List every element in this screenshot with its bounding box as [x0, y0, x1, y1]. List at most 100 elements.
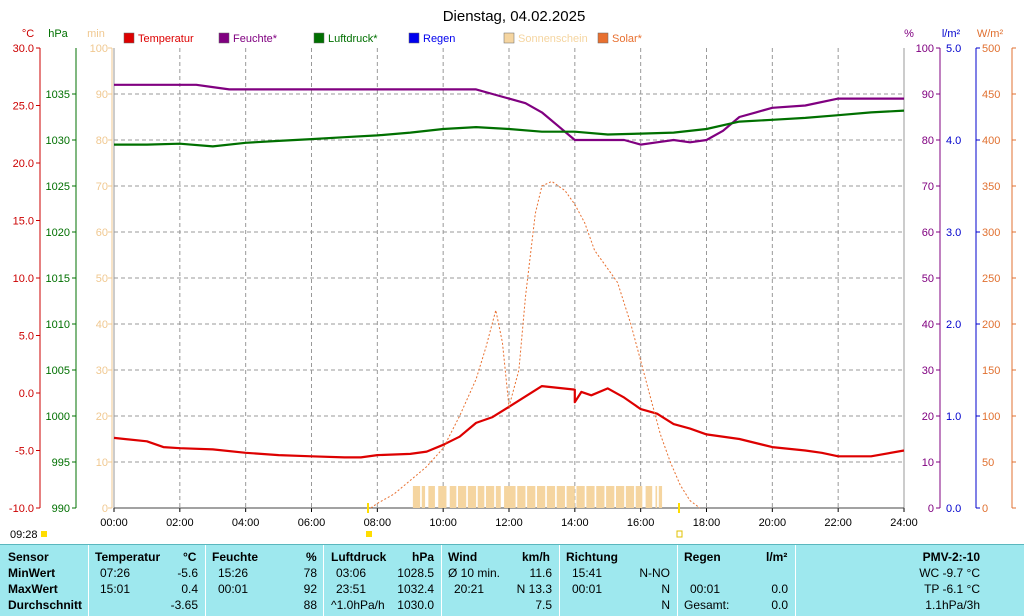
sunshine-bars: [412, 486, 663, 508]
x-tick-label: 24:00: [890, 517, 918, 529]
solar-tick-label: 450: [982, 89, 1000, 101]
rain-tick-label: 4.0: [946, 135, 961, 147]
rain-tick-label: 5.0: [946, 43, 961, 55]
max-dir-time: 00:01: [572, 582, 603, 596]
rain-max-time: 00:01: [690, 582, 721, 596]
chart-axes: 00:00 02:00 04:00 06:00 08:00 10:00 12:00 14:00…: [9, 28, 1016, 529]
sunshine-bar: [438, 486, 447, 508]
series-line-solar: [370, 180, 701, 509]
solar-tick-label: 0: [982, 503, 988, 515]
sunshine-bar: [546, 486, 556, 508]
sunshine-axis-unit: min: [87, 28, 105, 40]
avg-pres-value: 1030.0: [397, 598, 434, 612]
x-tick-label: 20:00: [759, 517, 787, 529]
x-tick-label: 02:00: [166, 517, 194, 529]
sunshine-bar: [509, 486, 516, 508]
pressure-tick-label: 995: [52, 457, 70, 469]
legend-label: Temperatur: [138, 33, 194, 45]
humidity-tick-label: 10: [922, 457, 934, 469]
solar-tick-label: 400: [982, 135, 1000, 147]
sunshine-tick-label: 30: [96, 365, 108, 377]
sunshine-tick-label: 0: [102, 503, 108, 515]
sunshine-tick-label: 20: [96, 411, 108, 423]
humidity-tick-label: 60: [922, 227, 934, 239]
sunshine-bar: [606, 486, 615, 508]
sunshine-bar: [625, 486, 635, 508]
avg-dir-value: N: [661, 598, 670, 612]
x-tick-label: 14:00: [561, 517, 589, 529]
wind-max-time: 20:21: [454, 582, 485, 596]
solar-tick-label: 150: [982, 365, 1000, 377]
sunshine-tick-label: 90: [96, 89, 108, 101]
sunshine-bar: [566, 486, 575, 508]
chart-legend: Temperatur Feuchte* Luftdruck* Regen Sonnens…: [123, 32, 643, 45]
x-tick-label: 16:00: [627, 517, 655, 529]
header-temperature: Temperatur: [95, 550, 161, 564]
rain-total-value: 0.0: [771, 598, 788, 612]
pressure-tick-label: 1020: [46, 227, 70, 239]
humidity-tick-label: 0: [928, 503, 934, 515]
max-hum-time: 00:01: [218, 582, 249, 596]
header-rain-unit: l/m²: [766, 550, 788, 564]
rain-tick-label: 1.0: [946, 411, 961, 423]
legend-swatch: [218, 32, 230, 44]
sunshine-bar: [576, 486, 585, 508]
pmv-trend: 1.1hPa/3h: [925, 598, 980, 612]
humidity-tick-label: 70: [922, 181, 934, 193]
rain-tick-label: 0.0: [946, 503, 961, 515]
header-wind-unit: km/h: [522, 550, 551, 564]
humidity-tick-label: 20: [922, 411, 934, 423]
header-pressure-unit: hPa: [412, 550, 435, 564]
pmv-tp: TP -6.1 °C: [924, 582, 980, 596]
sunshine-tick-label: 10: [96, 457, 108, 469]
pressure-tick-label: 1030: [46, 135, 70, 147]
humidity-tick-label: 30: [922, 365, 934, 377]
chart-grid: [114, 48, 904, 508]
pressure-tick-label: 990: [52, 503, 70, 515]
min-temp-value: -5.6: [177, 566, 198, 580]
min-pres-value: 1028.5: [397, 566, 434, 580]
sunshine-bar: [658, 486, 663, 508]
rain-tick-label: 3.0: [946, 227, 961, 239]
sunshine-bar: [527, 486, 536, 508]
temperature-axis-unit: °C: [22, 28, 34, 40]
sunshine-tick-label: 100: [90, 43, 108, 55]
x-tick-label: 00:00: [100, 517, 128, 529]
max-temp-time: 15:01: [100, 582, 131, 596]
sunshine-bar: [635, 486, 643, 508]
sunshine-bar: [412, 486, 421, 508]
pressure-axis-unit: hPa: [48, 28, 68, 40]
humidity-tick-label: 40: [922, 319, 934, 331]
legend-label: Regen: [423, 33, 455, 45]
legend-swatch: [408, 32, 420, 44]
sunshine-bar: [457, 486, 467, 508]
chart-title: Dienstag, 04.02.2025: [443, 8, 586, 25]
sunshine-bar: [645, 486, 653, 508]
header-wind: Wind: [448, 550, 478, 564]
legend-swatch: [313, 32, 325, 44]
x-tick-label: 18:00: [693, 517, 721, 529]
header-temperature-unit: °C: [183, 550, 197, 564]
pres-trend: ^1.0hPa/h: [331, 598, 385, 612]
temperature-tick-label: 30.0: [13, 43, 34, 55]
sunshine-tick-label: 70: [96, 181, 108, 193]
row-label-min: MinWert: [8, 566, 56, 580]
header-humidity: Feuchte: [212, 550, 259, 564]
solar-tick-label: 300: [982, 227, 1000, 239]
sunshine-bar: [517, 486, 526, 508]
min-dir-time: 15:41: [572, 566, 603, 580]
min-pres-time: 03:06: [336, 566, 367, 580]
legend-swatch: [597, 32, 609, 44]
max-dir-value: N: [661, 582, 670, 596]
sunshine-bar: [449, 486, 457, 508]
temperature-tick-label: 25.0: [13, 101, 34, 113]
sunshine-tick-label: 60: [96, 227, 108, 239]
avg-hum-value: 88: [303, 598, 317, 612]
pressure-tick-label: 1015: [46, 273, 70, 285]
min-dir-value: N-NO: [639, 566, 670, 580]
humidity-tick-label: 100: [916, 43, 934, 55]
x-tick-label: 12:00: [495, 517, 523, 529]
pmv-wc: WC -9.7 °C: [919, 566, 980, 580]
row-label-max: MaxWert: [8, 582, 58, 596]
legend-label: Feuchte*: [233, 33, 278, 45]
